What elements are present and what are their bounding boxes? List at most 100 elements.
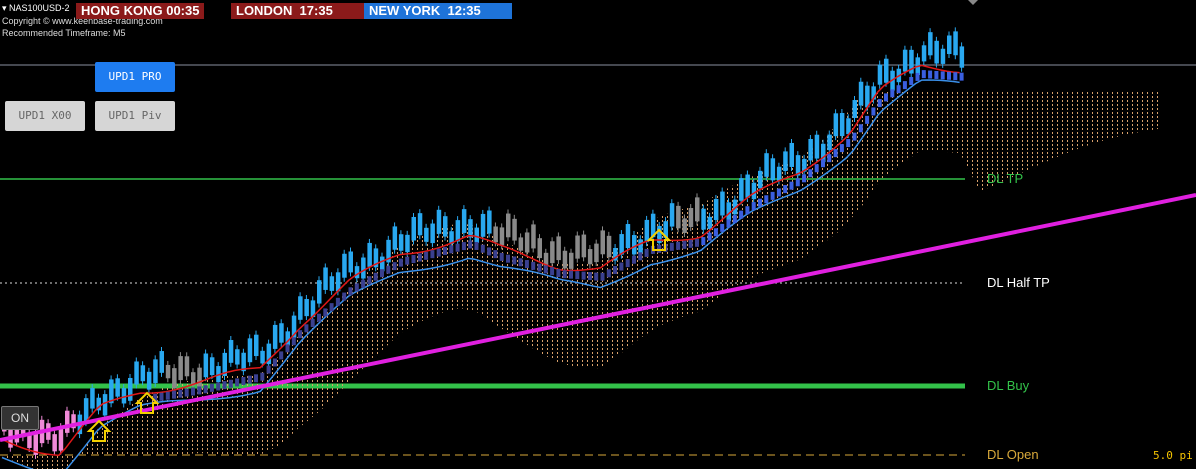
trend-block	[298, 330, 303, 339]
candle-body	[468, 219, 473, 238]
candle-body	[203, 353, 209, 378]
candle-body	[531, 224, 536, 249]
trend-block	[695, 238, 699, 247]
candle-body	[921, 45, 927, 62]
candle-body	[650, 213, 656, 238]
trend-block	[380, 269, 384, 278]
candle-body	[398, 234, 404, 251]
candle-body	[461, 209, 467, 233]
trend-block	[499, 252, 504, 261]
trend-block	[871, 107, 876, 116]
candle-body	[827, 134, 832, 151]
candle-body	[298, 296, 303, 320]
trend-block	[209, 383, 214, 392]
trend-block	[411, 255, 416, 264]
candle-body	[71, 414, 76, 429]
trend-block	[720, 223, 725, 232]
trend-block	[940, 71, 945, 80]
trend-block	[203, 385, 208, 394]
candle-body	[33, 432, 38, 455]
trend-block	[443, 246, 447, 255]
trend-block	[260, 372, 265, 381]
candle-body	[449, 231, 454, 244]
trend-block	[562, 270, 567, 279]
trend-block	[455, 243, 460, 252]
candle-body	[695, 197, 700, 222]
candle-body	[682, 218, 687, 233]
candle-body	[323, 267, 328, 290]
button[interactable]: UPD1 Piv	[95, 101, 175, 131]
trend-block	[480, 244, 485, 253]
trend-block	[424, 251, 429, 260]
candle-body	[795, 155, 801, 176]
trend-block	[518, 258, 523, 267]
candle-body	[367, 242, 372, 267]
trend-blocks	[153, 70, 964, 402]
candle-body	[159, 351, 164, 373]
trend-block	[449, 245, 454, 254]
candle-body	[354, 266, 360, 279]
trend-block	[594, 272, 599, 281]
candle-body	[102, 394, 108, 416]
trend-block	[676, 241, 681, 250]
button[interactable]: UPD1 PRO	[95, 62, 175, 92]
trend-block	[821, 159, 825, 168]
trend-block	[291, 337, 296, 346]
trend-block	[417, 253, 422, 262]
candle-body	[191, 372, 196, 386]
candle-body	[235, 349, 240, 365]
button[interactable]: UPD1 X00	[5, 101, 85, 131]
candle-body	[386, 239, 391, 263]
candle-body	[751, 182, 757, 200]
trend-block	[896, 85, 901, 94]
symbol: ▾ NAS100USD-2	[2, 3, 70, 13]
candle-body	[348, 251, 353, 273]
candle-body	[310, 300, 316, 318]
candle-body	[335, 272, 341, 292]
candle-body	[222, 352, 227, 376]
candle-body	[638, 239, 643, 254]
candle-body	[499, 227, 505, 246]
trend-block	[191, 387, 195, 396]
trend-block	[348, 287, 353, 296]
trend-block	[430, 250, 435, 259]
candle-body	[65, 410, 70, 433]
trend-block	[279, 351, 284, 360]
candle-body	[707, 216, 713, 229]
trend-block	[367, 276, 372, 285]
candle-body	[688, 208, 694, 228]
candle-body	[877, 64, 883, 85]
trend-block	[839, 144, 844, 153]
trend-block	[329, 303, 334, 312]
trend-block	[543, 265, 548, 274]
candle-body	[739, 178, 744, 201]
trend-block	[707, 232, 712, 241]
candle-body	[184, 356, 190, 377]
candle-body	[953, 31, 958, 56]
candle-body	[373, 248, 379, 268]
scroll-marker	[968, 0, 978, 5]
trend-block	[317, 313, 321, 322]
toggle[interactable]: ON	[1, 406, 39, 430]
trend-block	[468, 240, 473, 249]
candle-body	[140, 365, 146, 382]
candle-body	[865, 85, 870, 108]
candle-body	[254, 334, 259, 357]
trend-block	[644, 248, 649, 257]
candle-body	[606, 235, 612, 258]
trend-block	[758, 198, 762, 207]
candle-body	[424, 227, 429, 242]
trend-block	[783, 185, 788, 194]
candle-body	[329, 276, 335, 291]
trend-block	[959, 72, 964, 81]
candle-body	[417, 213, 423, 236]
candle-body	[776, 166, 782, 181]
candle-body	[783, 151, 788, 171]
candle-body	[304, 298, 309, 317]
candle-body	[524, 232, 530, 253]
trend-block	[833, 149, 838, 158]
trend-block	[808, 169, 813, 178]
candle-body	[172, 368, 177, 389]
